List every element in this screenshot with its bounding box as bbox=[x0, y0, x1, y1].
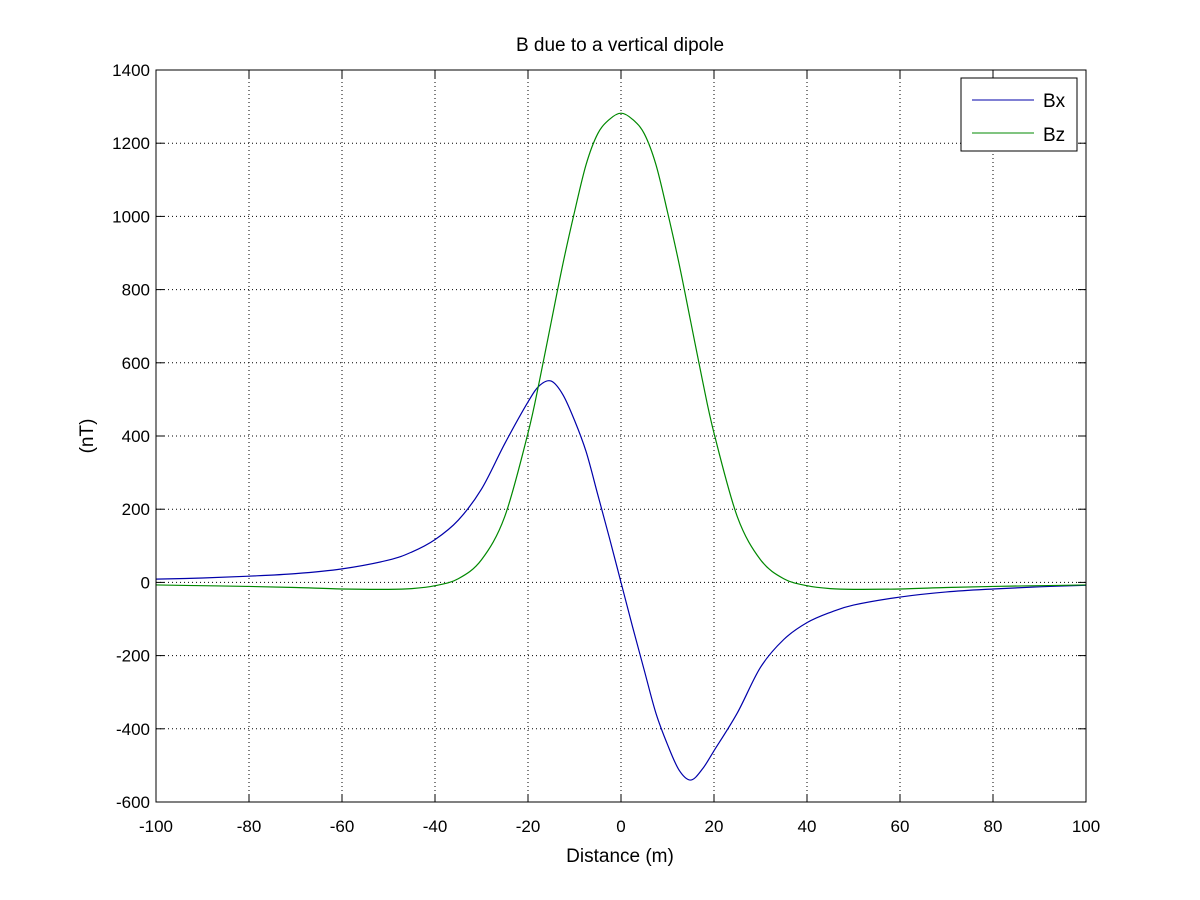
y-tick-label: 1400 bbox=[112, 61, 150, 80]
series-line-bx bbox=[155, 380, 1087, 781]
y-tick-label: -200 bbox=[116, 647, 150, 666]
y-tick-label: -400 bbox=[116, 720, 150, 739]
legend-box bbox=[960, 77, 1078, 152]
x-tick-label: 40 bbox=[798, 817, 817, 836]
tick-labels: -100 -80 -60 -40 -20 0 20 40 60 80 100-600-400-200… bbox=[112, 61, 1100, 836]
axis-ticks bbox=[155, 69, 1087, 803]
x-tick-label: -80 bbox=[237, 817, 262, 836]
y-tick-label: 1200 bbox=[112, 134, 150, 153]
y-tick-label: 600 bbox=[122, 354, 150, 373]
x-tick-label: 20 bbox=[705, 817, 724, 836]
y-tick-label: 1000 bbox=[112, 207, 150, 226]
y-axis-label: (nT) bbox=[77, 419, 98, 454]
chart-title: B due to a vertical dipole bbox=[516, 35, 724, 56]
y-tick-label: -600 bbox=[116, 793, 150, 812]
x-tick-label: 0 bbox=[616, 817, 625, 836]
x-tick-label: -20 bbox=[516, 817, 541, 836]
x-tick-label: 100 bbox=[1072, 817, 1100, 836]
series-line-bz bbox=[155, 112, 1087, 590]
x-tick-label: -100 bbox=[139, 817, 173, 836]
y-tick-label: 200 bbox=[122, 500, 150, 519]
legend: Bx Bz bbox=[960, 77, 1078, 152]
series-lines bbox=[155, 112, 1087, 781]
legend-label-bx: Bx bbox=[1043, 91, 1066, 112]
x-tick-label: -40 bbox=[423, 817, 448, 836]
x-tick-label: -60 bbox=[330, 817, 355, 836]
x-axis-label: Distance (m) bbox=[566, 846, 674, 867]
y-tick-label: 0 bbox=[141, 573, 150, 592]
y-tick-label: 400 bbox=[122, 427, 150, 446]
x-tick-label: 60 bbox=[891, 817, 910, 836]
legend-label-bz: Bz bbox=[1043, 125, 1065, 146]
x-tick-label: 80 bbox=[984, 817, 1003, 836]
y-tick-label: 800 bbox=[122, 281, 150, 300]
